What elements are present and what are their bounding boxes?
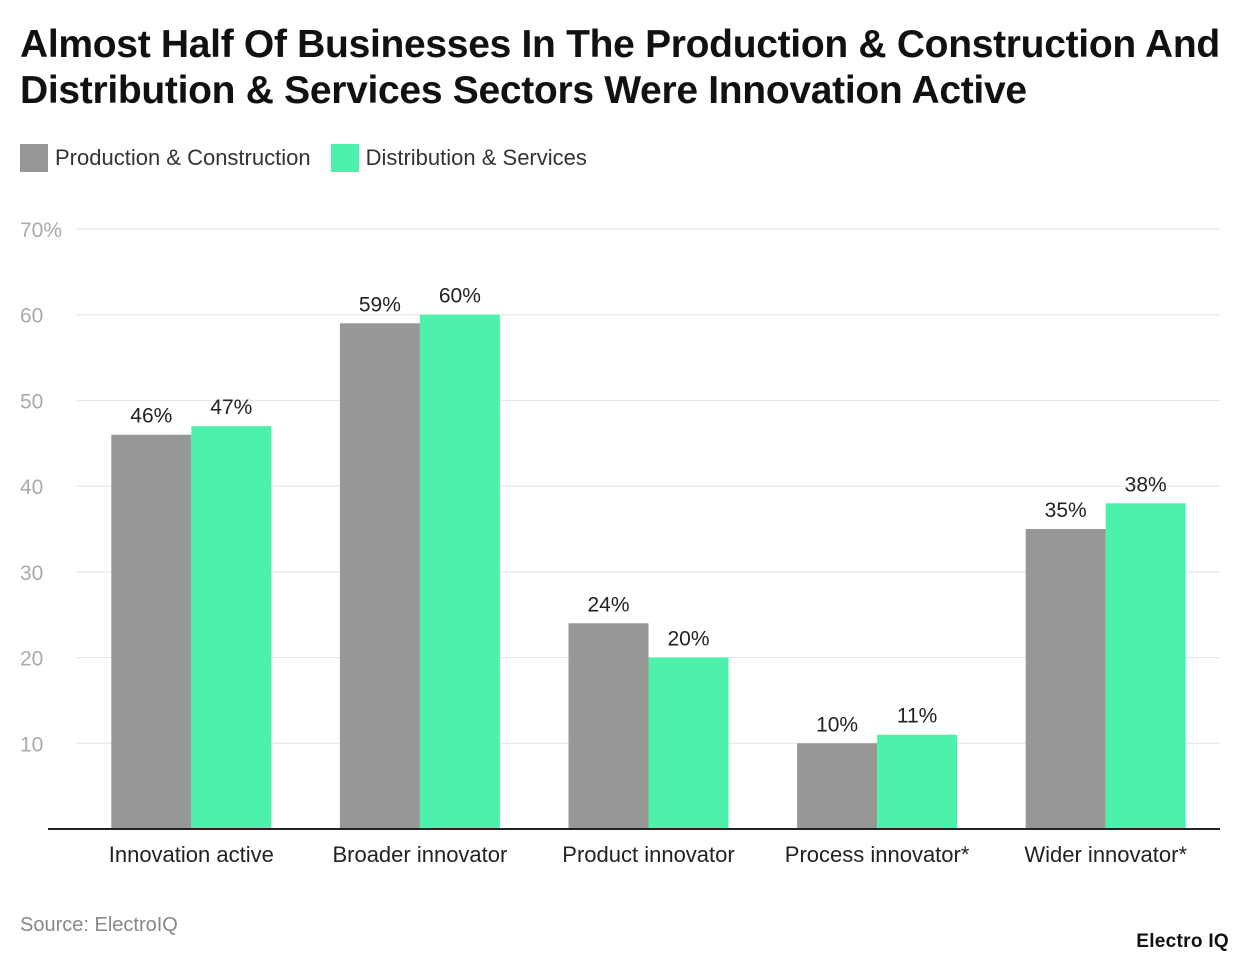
y-tick-label: 60 xyxy=(20,305,43,328)
x-tick-label: Innovation active xyxy=(109,842,274,867)
bar xyxy=(877,734,958,829)
y-tick-label: 70% xyxy=(20,219,62,242)
data-label: 46% xyxy=(130,405,172,428)
chart-title: Almost Half Of Businesses In The Product… xyxy=(20,23,1220,112)
legend-swatch-distribution xyxy=(330,144,359,172)
bar xyxy=(568,623,649,829)
source-note: Source: ElectroIQ xyxy=(20,914,178,936)
bar xyxy=(111,434,192,829)
x-tick-label: Process innovator* xyxy=(785,842,970,867)
bar-chart: 10 20 30 40 50 60 70% 46% 47% Innovation active 59… xyxy=(20,219,1220,867)
brand-logo: Electro IQ xyxy=(1136,931,1229,952)
data-label: 59% xyxy=(359,293,401,316)
data-label: 11% xyxy=(897,705,937,728)
x-tick-label: Broader innovator xyxy=(332,842,507,867)
legend-item-production: Production & Construction xyxy=(20,144,311,172)
bar xyxy=(1025,529,1106,829)
legend: Production & Construction Distribution &… xyxy=(20,144,607,172)
data-label: 35% xyxy=(1045,499,1087,522)
bar xyxy=(1105,503,1186,829)
legend-label-production: Production & Construction xyxy=(55,145,311,170)
bar xyxy=(339,323,420,829)
data-label: 10% xyxy=(816,713,858,736)
data-label: 38% xyxy=(1125,473,1167,496)
y-tick-label: 20 xyxy=(20,648,43,671)
bar xyxy=(191,426,272,829)
x-tick-label: Product innovator xyxy=(562,842,734,867)
data-label: 47% xyxy=(210,396,252,419)
y-tick-label: 30 xyxy=(20,562,43,585)
y-tick-label: 50 xyxy=(20,390,43,413)
legend-swatch-production xyxy=(20,144,48,172)
data-label: 20% xyxy=(667,628,709,651)
data-label: 24% xyxy=(587,593,629,616)
y-tick-label: 40 xyxy=(20,476,43,499)
data-label: 60% xyxy=(439,285,481,308)
bar xyxy=(419,314,500,829)
bar xyxy=(648,657,729,829)
y-tick-label: 10 xyxy=(20,733,43,756)
legend-label-distribution: Distribution & Services xyxy=(365,145,587,170)
legend-item-distribution: Distribution & Services xyxy=(330,144,587,172)
bar xyxy=(797,743,878,829)
x-tick-label: Wider innovator* xyxy=(1024,842,1187,867)
